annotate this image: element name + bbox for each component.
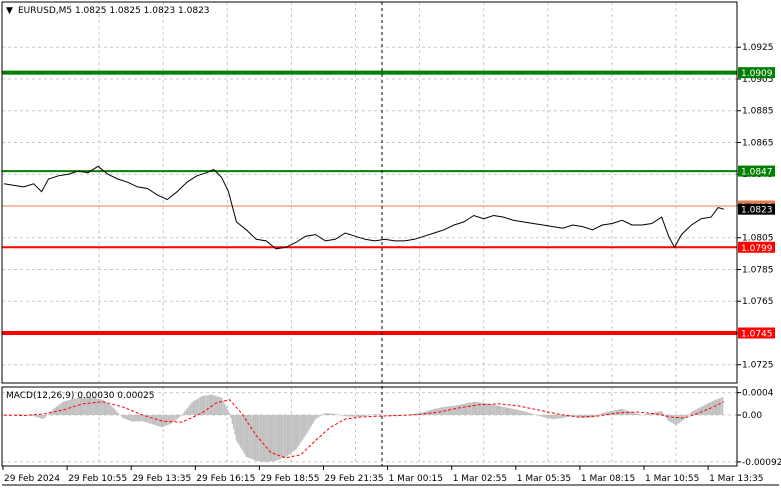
x-tick-label: 1 Mar 10:55 bbox=[645, 474, 699, 484]
x-tick-label: 29 Feb 10:55 bbox=[68, 474, 127, 484]
level-tag-bg bbox=[738, 165, 775, 177]
y-tick-label: 1.0865 bbox=[742, 138, 774, 148]
level-tag: 1.0799 bbox=[741, 244, 773, 254]
price-line-group bbox=[3, 165, 725, 250]
level-tag-bg bbox=[738, 241, 775, 253]
header-arrow-icon[interactable]: ▼ bbox=[6, 6, 13, 16]
macd-y-tick-label: 0.00 bbox=[742, 411, 762, 421]
level-tag: 1.0847 bbox=[741, 168, 773, 178]
x-tick-label: 29 Feb 21:35 bbox=[325, 474, 384, 484]
x-tick-label: 1 Mar 00:15 bbox=[389, 474, 443, 484]
y-tick-label: 1.0785 bbox=[742, 265, 774, 275]
level-tag: 1.0745 bbox=[741, 329, 773, 339]
last-price-tag: 1.0823 bbox=[741, 206, 773, 216]
macd-y-tick-label: 0.0004 bbox=[742, 389, 774, 399]
time-axis: 29 Feb 2024 29 Feb 10:55 29 Feb 13:35 29 Fe… bbox=[2, 466, 763, 484]
x-tick-label: 1 Mar 13:35 bbox=[709, 474, 763, 484]
price-line bbox=[3, 165, 725, 250]
y-tick-label: 1.0905 bbox=[742, 75, 774, 85]
macd-header: MACD(12,26,9) 0.00030 0.00025 bbox=[6, 391, 155, 401]
macd-y-tick-label: -0.00092 bbox=[742, 458, 781, 468]
x-tick-label: 29 Feb 18:55 bbox=[260, 474, 319, 484]
x-tick-label: 1 Mar 02:55 bbox=[453, 474, 507, 484]
y-tick-label: 1.0925 bbox=[742, 43, 774, 53]
x-tick-label: 29 Feb 16:15 bbox=[196, 474, 255, 484]
x-tick-label: 1 Mar 08:15 bbox=[581, 474, 635, 484]
x-tick-label: 29 Feb 13:35 bbox=[132, 474, 191, 484]
main-panel-frame bbox=[1, 1, 738, 384]
y-tick-label: 1.0885 bbox=[742, 107, 774, 117]
level-tag-bg bbox=[738, 67, 775, 79]
macd-axis: 0.0004 0.00 -0.00092 bbox=[737, 389, 781, 468]
macd-group bbox=[3, 394, 725, 462]
level-tag-bg bbox=[738, 327, 775, 339]
price-levels bbox=[2, 70, 737, 335]
level-tag: 1.0909 bbox=[741, 69, 773, 79]
y-tick-label: 1.0805 bbox=[742, 234, 774, 244]
symbol-header: EURUSD,M5 1.0825 1.0825 1.0823 1.0823 bbox=[18, 6, 210, 16]
x-tick-label: 1 Mar 05:35 bbox=[517, 474, 571, 484]
last-price-tag-bg bbox=[738, 203, 775, 215]
y-tick-label: 1.0765 bbox=[742, 297, 774, 307]
y-tick-label: 1.0725 bbox=[742, 361, 774, 371]
x-tick-label: 29 Feb 2024 bbox=[4, 474, 60, 484]
macd-panel-frame bbox=[1, 386, 738, 467]
